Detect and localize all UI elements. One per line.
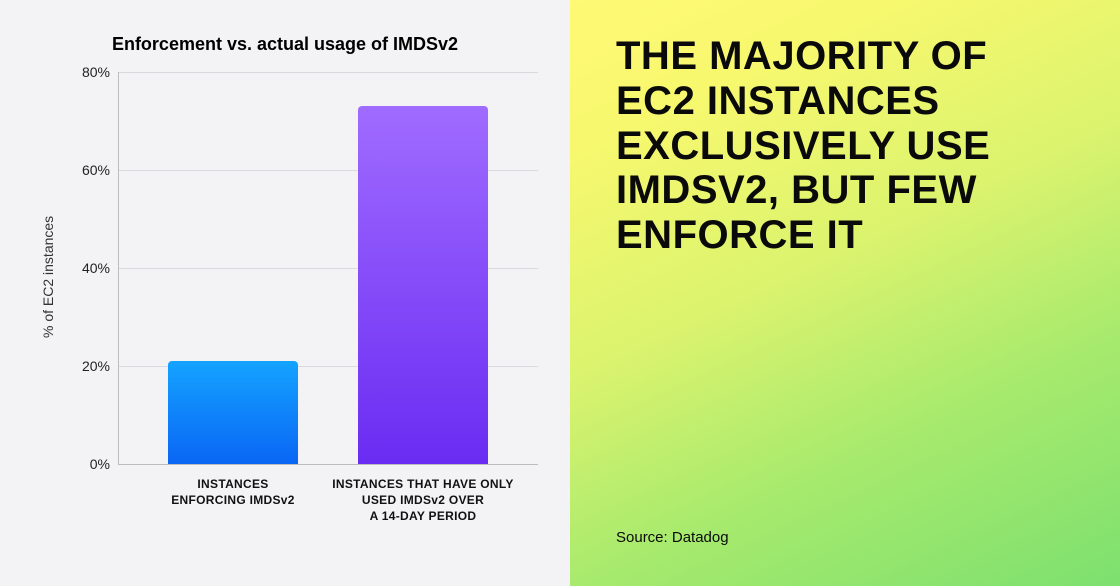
x-axis-line [118,464,538,465]
y-axis-line [118,72,119,464]
bar [168,361,298,464]
infographic-container: Enforcement vs. actual usage of IMDSv2 %… [0,0,1120,586]
headline-panel: THE MAJORITY OF EC2 INSTANCES EXCLUSIVEL… [570,0,1120,586]
y-tick-label: 20% [68,358,110,374]
y-tick-label: 80% [68,64,110,80]
y-tick-label: 60% [68,162,110,178]
x-tick-label: INSTANCESENFORCING IMDSv2 [123,476,343,508]
y-axis-label: % of EC2 instances [40,216,56,338]
x-tick-label: INSTANCES THAT HAVE ONLYUSED IMDSv2 OVER… [313,476,533,525]
gridline [118,72,538,73]
headline-text: THE MAJORITY OF EC2 INSTANCES EXCLUSIVEL… [570,0,1120,258]
chart-panel: Enforcement vs. actual usage of IMDSv2 %… [0,0,570,586]
bar [358,106,488,464]
source-label: Source: [616,529,672,546]
plot-area: 0%20%40%60%80%INSTANCESENFORCING IMDSv2I… [118,72,538,464]
chart-title: Enforcement vs. actual usage of IMDSv2 [0,34,570,55]
source-value: Datadog [672,529,729,546]
source-attribution: Source: Datadog [570,529,1120,586]
y-tick-label: 40% [68,260,110,276]
y-tick-label: 0% [68,456,110,472]
